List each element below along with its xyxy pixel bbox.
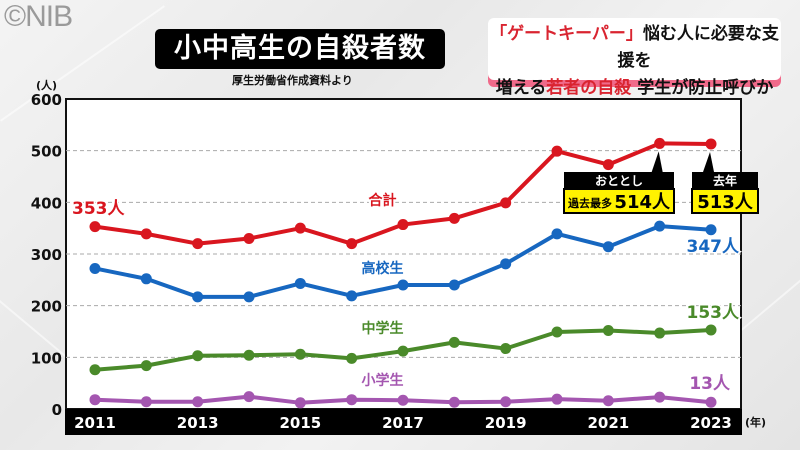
data-point-total [602, 159, 614, 171]
data-point-total [140, 228, 152, 240]
y-tick-label: 0 [52, 401, 62, 419]
data-point-high [654, 220, 666, 232]
data-point-total [448, 212, 460, 224]
x-tick-label: 2019 [485, 414, 527, 432]
callout-pointer [703, 151, 714, 172]
y-tick-label: 200 [31, 298, 62, 316]
callout-header-box [564, 172, 674, 189]
x-axis-band [65, 409, 742, 435]
data-point-high [551, 228, 563, 240]
data-point-middle [448, 336, 460, 348]
news-headline: 「ゲートキーパー」悩む人に必要な支援を 増える若者の自殺 学生が防止呼びかけ [488, 18, 781, 125]
data-point-high [192, 291, 204, 303]
x-tick-label: 2015 [279, 414, 321, 432]
y-tick-label: 500 [31, 143, 62, 161]
data-point-elementary [294, 397, 306, 409]
data-point-high [243, 291, 255, 303]
series-name-label: 小学生 [361, 372, 403, 389]
data-point-middle [397, 345, 409, 357]
callout-value: 513人 [697, 192, 754, 213]
headline-text: 悩む人に必要な支援を [617, 24, 779, 71]
data-point-elementary [551, 393, 563, 405]
callout-header-box [692, 172, 758, 189]
data-point-high [448, 279, 460, 291]
data-point-middle [551, 326, 563, 338]
data-point-total [551, 145, 563, 157]
data-point-elementary [140, 396, 152, 408]
headline-line-1: 「ゲートキーパー」悩む人に必要な支援を [488, 21, 781, 75]
headline-text: 増える [495, 78, 547, 98]
data-point-total [500, 197, 512, 209]
data-point-elementary [89, 394, 101, 406]
data-point-high [89, 262, 101, 274]
data-point-elementary [602, 395, 614, 407]
data-point-total [192, 238, 204, 250]
data-point-middle [346, 352, 358, 364]
total-start-value-label: 353人 [72, 199, 125, 219]
data-point-middle [500, 343, 512, 355]
source-note: 厚生労働省作成資料より [232, 74, 353, 87]
high-end-value-label: 347人 [687, 237, 740, 257]
callout-header: おととし [595, 174, 643, 188]
data-point-middle [602, 324, 614, 336]
data-point-high [500, 258, 512, 270]
data-point-middle [192, 350, 204, 362]
data-point-total [346, 238, 358, 250]
x-axis-unit: (年) [745, 416, 767, 429]
x-tick-label: 2023 [690, 414, 732, 432]
data-point-elementary [397, 394, 409, 406]
data-point-total [397, 219, 409, 231]
headline-keyword: 若者の自殺 [546, 78, 632, 98]
data-point-elementary [654, 391, 666, 403]
data-point-middle [705, 324, 717, 336]
y-tick-label: 100 [31, 349, 62, 367]
x-tick-label: 2011 [74, 414, 116, 432]
data-point-high [346, 290, 358, 302]
data-point-elementary [346, 394, 358, 406]
data-point-total [705, 138, 717, 150]
y-tick-label: 400 [31, 194, 62, 212]
y-tick-label: 600 [31, 91, 62, 109]
data-point-elementary [192, 396, 204, 408]
middle-end-value-label: 153人 [687, 303, 740, 323]
series-name-label: 合計 [368, 192, 396, 209]
data-point-high [397, 279, 409, 291]
data-point-elementary [500, 396, 512, 408]
data-point-middle [89, 364, 101, 376]
data-point-total [654, 137, 666, 149]
callout-value-box [563, 188, 675, 214]
data-point-total [243, 233, 255, 244]
elementary-end-value-label: 13人 [689, 374, 731, 394]
y-axis-unit: (人) [36, 79, 58, 92]
callout-header: 去年 [713, 173, 737, 188]
data-point-total [89, 221, 101, 233]
x-tick-label: 2021 [587, 414, 629, 432]
callout-value-box [691, 188, 759, 214]
data-point-elementary [243, 391, 255, 403]
x-tick-label: 2017 [382, 414, 424, 432]
watermark: ©NIB [4, 0, 73, 33]
data-point-middle [243, 349, 255, 361]
series-name-label: 高校生 [361, 260, 403, 277]
chart-title: 小中高生の自殺者数 [155, 29, 445, 69]
data-point-middle [654, 327, 666, 339]
data-point-elementary [705, 396, 717, 408]
data-point-total [294, 222, 306, 234]
x-tick-label: 2013 [177, 414, 219, 432]
data-point-high [602, 241, 614, 253]
y-tick-label: 300 [31, 246, 62, 264]
data-point-high [140, 273, 152, 285]
headline-keyword: 「ゲートキーパー」 [490, 24, 643, 44]
data-point-high [294, 277, 306, 289]
callout-value: 514人 [614, 192, 671, 213]
callout-pointer [651, 151, 663, 172]
series-name-label: 中学生 [361, 320, 403, 337]
data-point-high [705, 224, 717, 236]
data-point-middle [294, 348, 306, 360]
data-point-middle [140, 360, 152, 372]
callout-prefix: 過去最多 [567, 196, 612, 210]
data-point-elementary [448, 396, 460, 408]
